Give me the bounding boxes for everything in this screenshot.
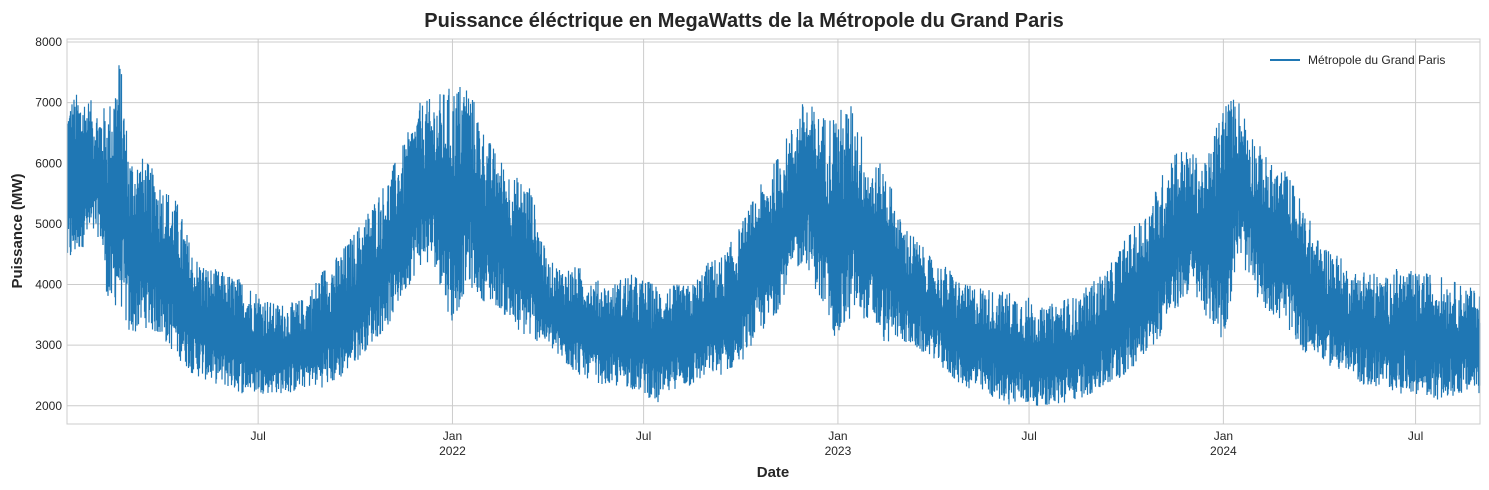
y-tick-labels: 2000 3000 4000 5000 6000 7000 8000 xyxy=(35,35,62,413)
x-tick-label: Jul xyxy=(636,429,651,443)
x-tick-label: Jan xyxy=(828,429,847,443)
x-tick-year-label: 2022 xyxy=(439,444,466,458)
y-tick-label: 5000 xyxy=(35,217,62,231)
y-tick-label: 2000 xyxy=(35,399,62,413)
y-axis-title: Puissance (MW) xyxy=(9,173,26,288)
x-tick-year-label: 2023 xyxy=(825,444,852,458)
y-tick-label: 4000 xyxy=(35,278,62,292)
x-tick-label: Jul xyxy=(250,429,265,443)
x-axis-title: Date xyxy=(757,464,790,481)
legend: Métropole du Grand Paris xyxy=(1270,53,1445,67)
series-line-metropole xyxy=(66,65,1481,406)
y-tick-label: 6000 xyxy=(35,156,62,170)
y-tick-label: 7000 xyxy=(35,96,62,110)
x-tick-label: Jul xyxy=(1021,429,1036,443)
x-tick-label: Jul xyxy=(1408,429,1423,443)
x-tick-year-label: 2024 xyxy=(1210,444,1237,458)
legend-label: Métropole du Grand Paris xyxy=(1308,53,1445,67)
series-layer xyxy=(66,65,1481,406)
plot-frame xyxy=(66,38,1481,425)
x-tick-label: Jan xyxy=(1214,429,1233,443)
y-tick-label: 3000 xyxy=(35,338,62,352)
y-tick-label: 8000 xyxy=(35,35,62,49)
x-tick-label: Jan xyxy=(443,429,462,443)
chart-title: Puissance éléctrique en MegaWatts de la … xyxy=(424,10,1063,32)
